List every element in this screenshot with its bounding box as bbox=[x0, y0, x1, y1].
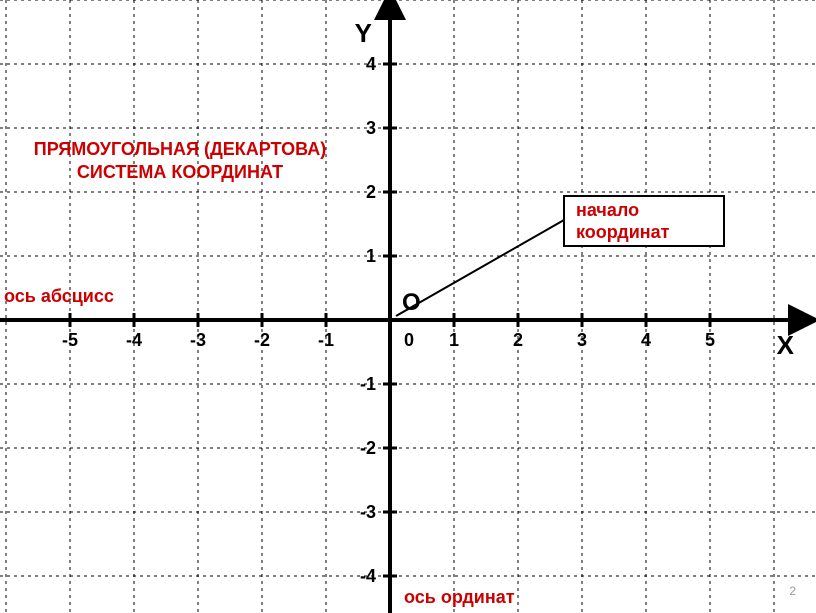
x-axis-label: X bbox=[777, 330, 795, 360]
diagram-title-line2: СИСТЕМА КООРДИНАТ bbox=[77, 162, 283, 182]
coordinate-diagram: -5-4-3-2-11234501234-1-2-3-4XYOПРЯМОУГОЛ… bbox=[0, 0, 816, 613]
callout-text-line1: начало bbox=[576, 200, 639, 220]
y-tick-label: -1 bbox=[360, 374, 376, 394]
x-tick-label: 4 bbox=[641, 330, 651, 350]
callout-text-line2: координат bbox=[576, 222, 670, 242]
x-tick-label: -3 bbox=[190, 330, 206, 350]
y-tick-label: -4 bbox=[360, 566, 376, 586]
callout-line bbox=[396, 220, 564, 316]
slide-number: 2 bbox=[789, 584, 796, 598]
y-tick-label: 4 bbox=[366, 54, 376, 74]
x-tick-label: -2 bbox=[254, 330, 270, 350]
y-tick-label: 1 bbox=[366, 246, 376, 266]
x-tick-label: -5 bbox=[62, 330, 78, 350]
y-tick-label: 3 bbox=[366, 118, 376, 138]
diagram-title-line1: ПРЯМОУГОЛЬНАЯ (ДЕКАРТОВА) bbox=[34, 139, 326, 159]
zero-label: 0 bbox=[404, 330, 414, 350]
y-axis-name: ось ординат bbox=[404, 587, 515, 607]
x-tick-label: 5 bbox=[705, 330, 715, 350]
x-tick-label: 1 bbox=[449, 330, 459, 350]
x-tick-label: 2 bbox=[513, 330, 523, 350]
y-tick-label: 2 bbox=[366, 182, 376, 202]
coordinate-svg: -5-4-3-2-11234501234-1-2-3-4XYOПРЯМОУГОЛ… bbox=[0, 0, 816, 613]
y-tick-label: -2 bbox=[360, 438, 376, 458]
y-axis-label: Y bbox=[355, 18, 372, 48]
x-axis-name: ось абсцисс bbox=[4, 286, 114, 306]
x-tick-label: -1 bbox=[318, 330, 334, 350]
y-tick-label: -3 bbox=[360, 502, 376, 522]
x-tick-label: 3 bbox=[577, 330, 587, 350]
x-tick-label: -4 bbox=[126, 330, 142, 350]
